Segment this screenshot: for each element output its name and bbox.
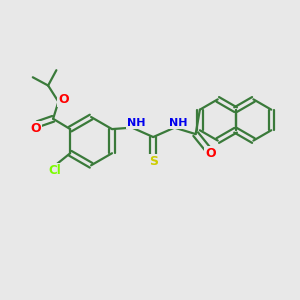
Text: NH: NH (169, 118, 188, 128)
Text: O: O (205, 147, 216, 160)
Text: Cl: Cl (48, 164, 61, 177)
Text: O: O (58, 93, 69, 106)
Text: O: O (30, 122, 41, 135)
Text: NH: NH (127, 118, 145, 128)
Text: S: S (149, 155, 158, 168)
